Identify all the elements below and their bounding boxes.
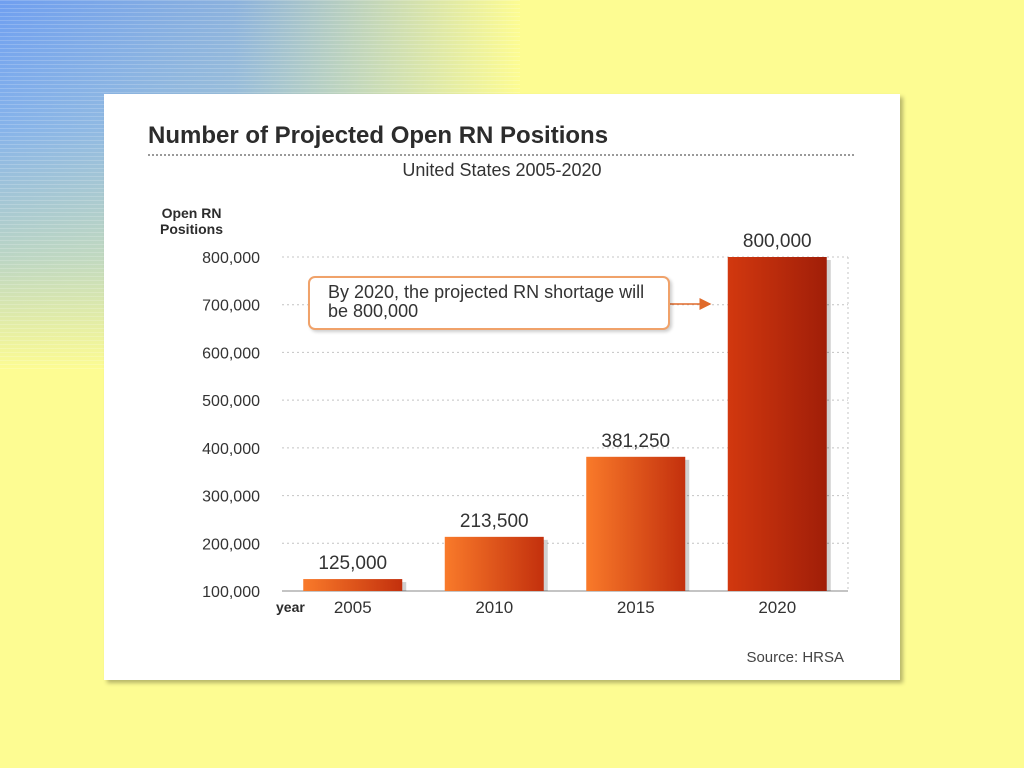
x-axis-label: year: [276, 599, 305, 615]
chart-subtitle: United States 2005-2020: [402, 160, 602, 180]
bar-2015: [586, 456, 686, 591]
value-label-2005: 125,000: [318, 553, 387, 574]
bar-2010: [444, 536, 544, 591]
bar-chart: 100,000 200,000 300,000 400,000 500,000 600,0…: [202, 231, 849, 617]
y-tick-label: 400,000: [202, 441, 260, 458]
y-tick-label: 800,000: [202, 250, 260, 267]
y-axis-ticks: 100,000 200,000 300,000 400,000 500,000 600,0…: [202, 250, 260, 601]
y-tick-label: 700,000: [202, 298, 260, 315]
value-label-2015: 381,250: [601, 431, 670, 452]
x-tick-label-2005: 2005: [334, 598, 372, 617]
title-divider: [148, 154, 854, 156]
y-axis-label: Open RN Positions: [160, 205, 224, 237]
value-labels: 125,000 213,500 381,250 800,000: [318, 231, 811, 574]
y-tick-label: 500,000: [202, 393, 260, 410]
x-tick-label-2010: 2010: [475, 598, 513, 617]
x-tick-label-2020: 2020: [758, 598, 796, 617]
y-tick-label: 600,000: [202, 345, 260, 362]
value-label-2010: 213,500: [460, 511, 529, 532]
y-tick-label: 200,000: [202, 536, 260, 553]
bar-2005: [303, 579, 403, 591]
shortage-callout: By 2020, the projected RN shortage will …: [308, 276, 670, 330]
y-tick-label: 300,000: [202, 489, 260, 506]
bars: [303, 257, 831, 591]
y-tick-label: 100,000: [202, 584, 260, 601]
source-note: Source: HRSA: [746, 649, 844, 666]
bar-2020: [727, 257, 827, 591]
chart-title: Number of Projected Open RN Positions: [148, 122, 609, 149]
chart-card: 100,000 200,000 300,000 400,000 500,000 600,0…: [104, 94, 900, 680]
value-label-2020: 800,000: [743, 231, 812, 252]
x-tick-label-2015: 2015: [617, 598, 655, 617]
x-axis-ticks: 2005 2010 2015 2020: [334, 598, 796, 617]
